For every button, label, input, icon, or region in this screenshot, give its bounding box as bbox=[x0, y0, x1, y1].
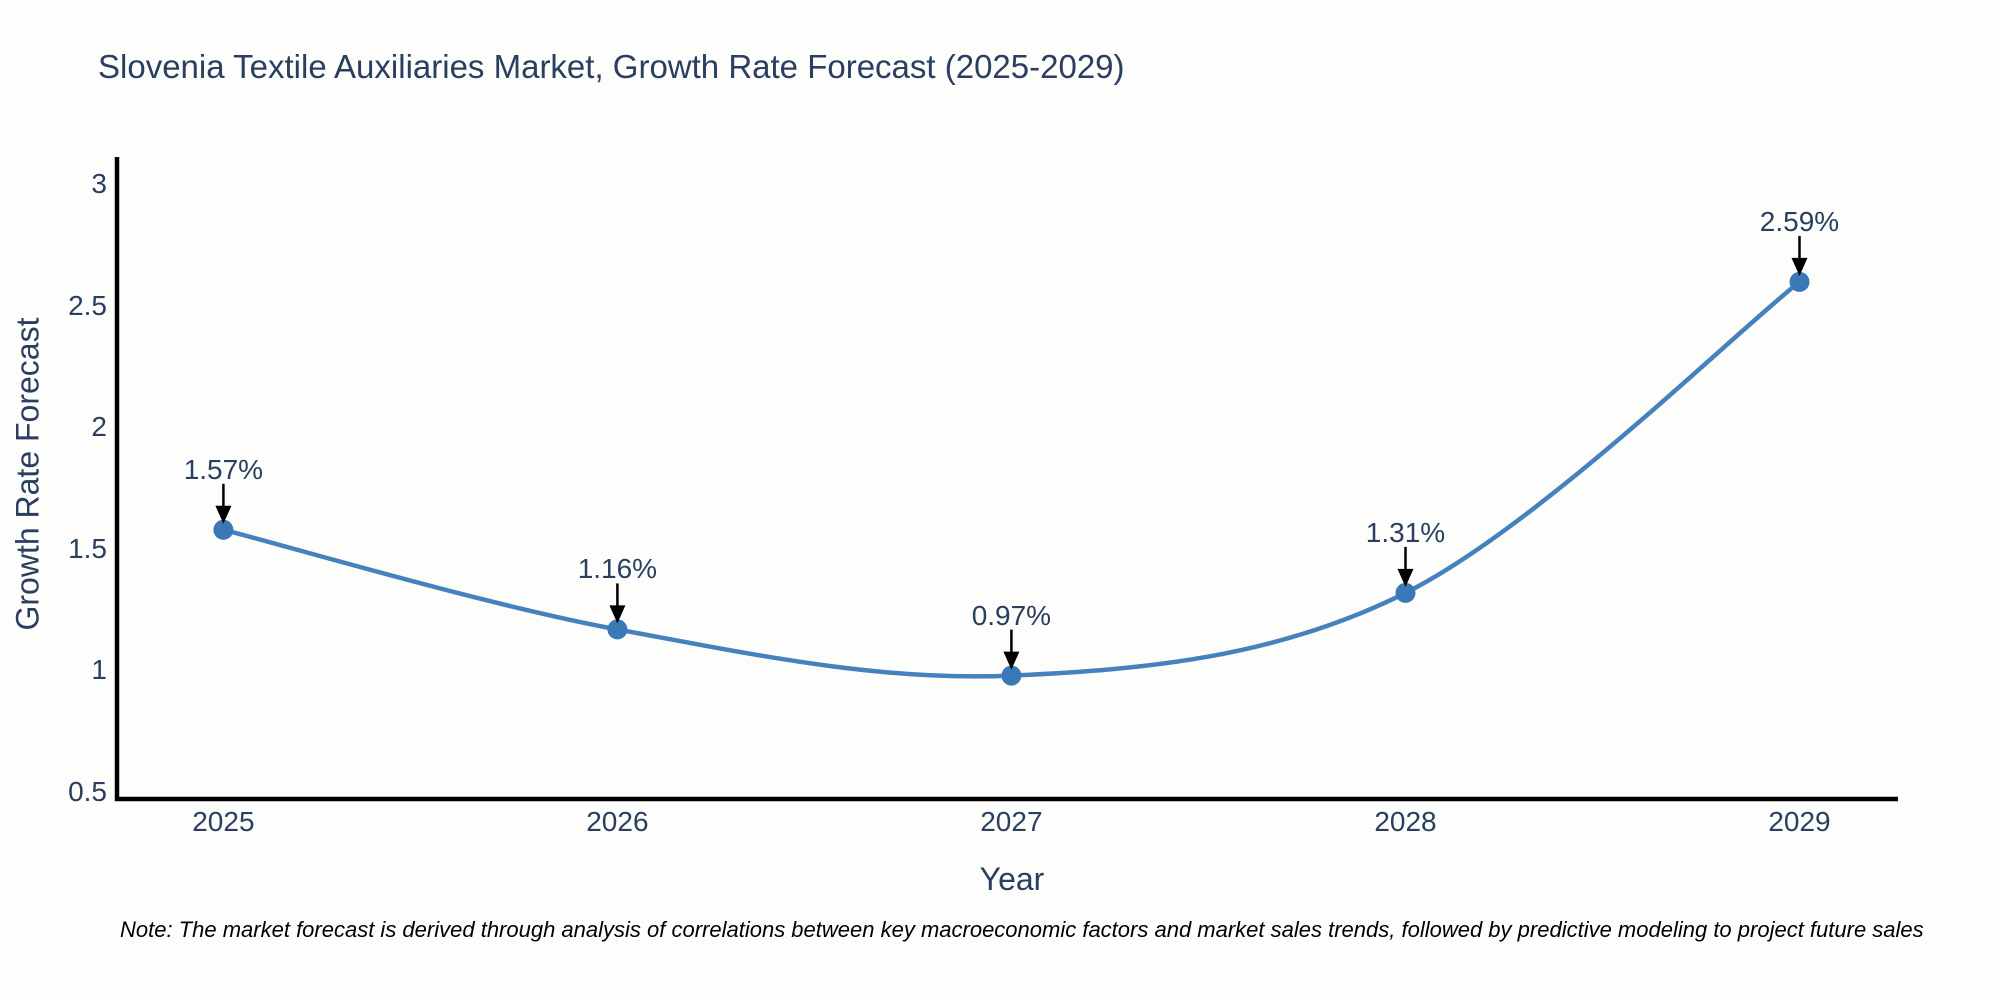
axis-lines bbox=[114, 157, 1898, 802]
chart-note: Note: The market forecast is derived thr… bbox=[120, 917, 1924, 942]
y-tick-label: 0.5 bbox=[68, 775, 107, 807]
x-tick-label: 2026 bbox=[586, 806, 649, 837]
y-tick-label: 3 bbox=[91, 168, 107, 200]
y-tick-label: 1.5 bbox=[68, 532, 107, 564]
data-point-marker bbox=[1001, 665, 1022, 686]
y-tick-label: 2 bbox=[91, 411, 107, 443]
point-value-label: 1.57% bbox=[183, 453, 264, 485]
y-tick-label: 2.5 bbox=[68, 289, 107, 321]
annotation-arrowhead bbox=[1791, 257, 1808, 276]
annotation-arrowhead bbox=[609, 605, 626, 624]
x-axis-title: Year bbox=[979, 861, 1045, 897]
point-value-label: 1.31% bbox=[1365, 516, 1446, 548]
data-point-marker bbox=[1789, 271, 1810, 292]
data-point-marker bbox=[213, 519, 234, 540]
point-value-label: 2.59% bbox=[1759, 205, 1840, 237]
x-tick-label: 2025 bbox=[192, 806, 255, 837]
annotation-arrowhead bbox=[1003, 651, 1020, 670]
point-value-label: 0.97% bbox=[971, 599, 1052, 631]
x-tick-label: 2028 bbox=[1374, 806, 1437, 837]
data-point-marker bbox=[1395, 582, 1416, 603]
x-tick-label: 2027 bbox=[980, 806, 1043, 837]
chart-title: Slovenia Textile Auxiliaries Market, Gro… bbox=[98, 48, 1125, 85]
x-tick-label: 2029 bbox=[1768, 806, 1831, 837]
point-value-label: 1.16% bbox=[577, 553, 658, 585]
data-point-marker bbox=[607, 619, 628, 640]
y-axis-title: Growth Rate Forecast bbox=[9, 317, 46, 631]
y-tick-label: 1 bbox=[91, 654, 107, 686]
annotation-arrowhead bbox=[1397, 568, 1414, 587]
annotation-arrowhead bbox=[215, 505, 232, 524]
